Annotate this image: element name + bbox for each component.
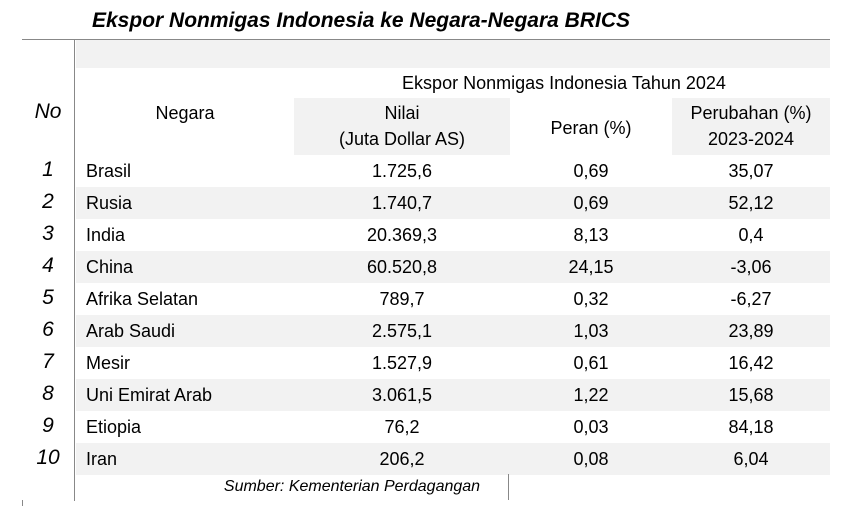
header-group: Ekspor Nonmigas Indonesia Tahun 2024 (402, 73, 726, 93)
row-country: Etiopia (86, 417, 142, 437)
row-change: 52,12 (728, 193, 774, 213)
row-value: 2.575,1 (371, 321, 433, 341)
row-value: 3.061,5 (371, 385, 433, 405)
row-no: 6 (42, 318, 54, 341)
row-no: 1 (42, 158, 54, 181)
row-country: Rusia (86, 193, 133, 213)
row-value: 1.740,7 (371, 193, 433, 213)
row-bg (76, 251, 830, 283)
source-rule (508, 474, 509, 500)
row-change: 35,07 (728, 161, 774, 181)
left-rule (74, 39, 75, 501)
row-share: 1,03 (573, 321, 609, 341)
row-country: Uni Emirat Arab (86, 385, 213, 405)
row-change: -3,06 (730, 257, 772, 277)
row-no: 9 (42, 414, 54, 437)
header-change: 2023-2024 (707, 129, 795, 149)
row-share: 0,61 (573, 353, 609, 373)
row-no: 8 (42, 382, 54, 405)
header-no: No (34, 100, 62, 123)
row-value: 1.725,6 (371, 161, 433, 181)
row-change: 84,18 (728, 417, 774, 437)
row-bg (76, 443, 830, 475)
row-bg (76, 187, 830, 219)
row-bg (76, 379, 830, 411)
row-country: Iran (86, 449, 118, 469)
header-band (76, 40, 830, 68)
header-value: Nilai (384, 103, 420, 123)
top-rule (22, 39, 830, 40)
row-share: 0,69 (573, 193, 609, 213)
row-no: 4 (42, 254, 54, 277)
header-cell-bg (294, 98, 510, 155)
header-change: Perubahan (%) (690, 103, 812, 123)
row-share: 0,03 (573, 417, 609, 437)
row-change: 23,89 (728, 321, 774, 341)
row-value: 20.369,3 (366, 225, 438, 245)
row-country: India (86, 225, 126, 245)
row-no: 7 (42, 350, 54, 373)
row-value: 76,2 (384, 417, 420, 437)
row-share: 8,13 (573, 225, 609, 245)
row-country: Arab Saudi (86, 321, 176, 341)
row-share: 0,69 (573, 161, 609, 181)
row-share: 1,22 (573, 385, 609, 405)
row-bg (76, 315, 830, 347)
title: Ekspor Nonmigas Indonesia ke Negara-Nega… (92, 9, 630, 32)
row-no: 2 (42, 190, 54, 213)
row-change: 15,68 (728, 385, 774, 405)
row-value: 789,7 (379, 289, 425, 309)
row-no: 5 (42, 286, 54, 309)
row-value: 206,2 (379, 449, 425, 469)
row-no: 10 (36, 446, 60, 469)
row-share: 0,08 (573, 449, 609, 469)
row-change: 16,42 (728, 353, 774, 373)
row-share: 24,15 (568, 257, 614, 277)
row-change: 6,04 (733, 449, 769, 469)
row-value: 1.527,9 (371, 353, 433, 373)
header-country: Negara (155, 103, 215, 123)
row-share: 0,32 (573, 289, 609, 309)
row-country: China (86, 257, 134, 277)
header-value: (Juta Dollar AS) (338, 129, 466, 149)
row-country: Afrika Selatan (86, 289, 199, 309)
header-cell-bg (672, 98, 830, 155)
source: Sumber: Kementerian Perdagangan (223, 478, 481, 495)
row-country: Brasil (86, 161, 132, 181)
corner-tick (22, 500, 23, 506)
row-no: 3 (42, 222, 54, 245)
row-country: Mesir (86, 353, 130, 373)
row-value: 60.520,8 (366, 257, 438, 277)
row-change: -6,27 (730, 289, 772, 309)
row-change: 0,4 (738, 225, 764, 245)
header-share: Peran (%) (550, 118, 632, 138)
